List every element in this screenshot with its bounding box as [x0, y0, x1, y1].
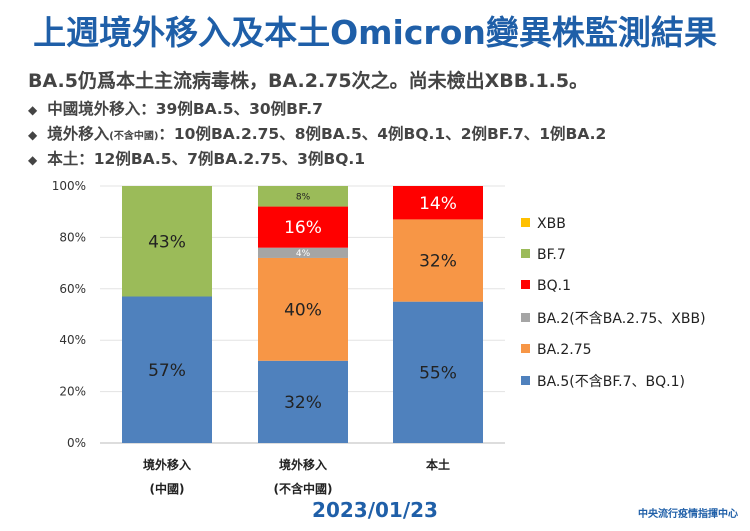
x-tick-label: 境外移入	[143, 457, 191, 472]
bullet-local: ◆ 本土：12例BA.5、7例BA.2.75、3例BQ.1	[28, 147, 365, 169]
bar-segment	[258, 247, 348, 258]
bullet-imported: ◆ 境外移入(不含中國)：10例BA.2.75、8例BA.5、4例BQ.1、2例B…	[28, 122, 606, 144]
date-label: 2023/01/23	[312, 498, 438, 522]
data-label: 32%	[419, 252, 457, 272]
bar-segment	[122, 186, 212, 297]
data-label: 55%	[419, 363, 457, 383]
y-tick-label: 0%	[67, 436, 86, 450]
diamond-icon: ◆	[28, 128, 38, 142]
legend-swatch	[521, 218, 530, 227]
data-label: 16%	[284, 218, 322, 238]
x-tick-sublabel: (不含中國)	[274, 481, 333, 496]
bar-segment	[258, 186, 348, 207]
x-tick-label: 境外移入	[279, 457, 327, 472]
legend-swatch	[521, 344, 530, 353]
bar-segment	[122, 296, 212, 443]
bullet-china: ◆ 中國境外移入：39例BA.5、30例BF.7	[28, 97, 323, 119]
bar-segment	[258, 360, 348, 443]
data-label: 57%	[148, 361, 186, 381]
bullet-label: 中國境外移入	[47, 100, 141, 118]
bullet-note: (不含中國)	[109, 131, 159, 142]
bullet-text: ：10例BA.2.75、8例BA.5、4例BQ.1、2例BF.7、1例BA.2	[158, 125, 607, 143]
data-label: 32%	[284, 393, 322, 413]
data-label: 14%	[419, 194, 457, 214]
legend-label: BA.2.75	[537, 342, 592, 358]
bar-segment	[393, 186, 483, 220]
bullet-text: ：12例BA.5、7例BA.2.75、3例BQ.1	[78, 150, 366, 168]
y-tick-label: 100%	[52, 179, 86, 193]
data-label: 43%	[148, 232, 186, 252]
bar-segment	[393, 219, 483, 302]
x-tick-label: 本土	[426, 457, 450, 472]
x-tick-sublabel: (中國)	[150, 481, 185, 496]
page-title: 上週境外移入及本土Omicron變異株監測結果	[33, 13, 717, 52]
y-tick-label: 40%	[59, 333, 86, 347]
y-tick-label: 80%	[59, 230, 86, 244]
data-label: 40%	[284, 300, 322, 320]
y-tick-label: 20%	[59, 385, 86, 399]
legend-label: BF.7	[537, 247, 566, 263]
legend-label: XBB	[537, 216, 566, 232]
data-label: 4%	[296, 249, 311, 259]
y-tick-label: 60%	[59, 282, 86, 296]
legend-swatch	[521, 249, 530, 258]
bullet-text: ：39例BA.5、30例BF.7	[140, 100, 323, 118]
bar-segment	[393, 301, 483, 443]
diamond-icon: ◆	[28, 153, 38, 167]
bar-segment	[258, 206, 348, 248]
diamond-icon: ◆	[28, 103, 38, 117]
bullet-label: 本土	[47, 150, 79, 168]
bar-segment	[258, 257, 348, 361]
legend-swatch	[521, 313, 530, 322]
legend-swatch	[521, 280, 530, 289]
summary-text: BA.5仍爲本土主流病毒株，BA.2.75次之。尚未檢出XBB.1.5。	[28, 70, 589, 92]
legend-label: BA.5(不含BF.7、BQ.1)	[537, 374, 685, 390]
org-label: 中央流行疫情指揮中心	[638, 509, 738, 520]
bullet-label: 境外移入	[47, 125, 110, 143]
data-label: 8%	[296, 193, 311, 203]
legend-label: BA.2(不含BA.2.75、XBB)	[537, 311, 706, 327]
legend-swatch	[521, 376, 530, 385]
legend-label: BQ.1	[537, 278, 571, 294]
